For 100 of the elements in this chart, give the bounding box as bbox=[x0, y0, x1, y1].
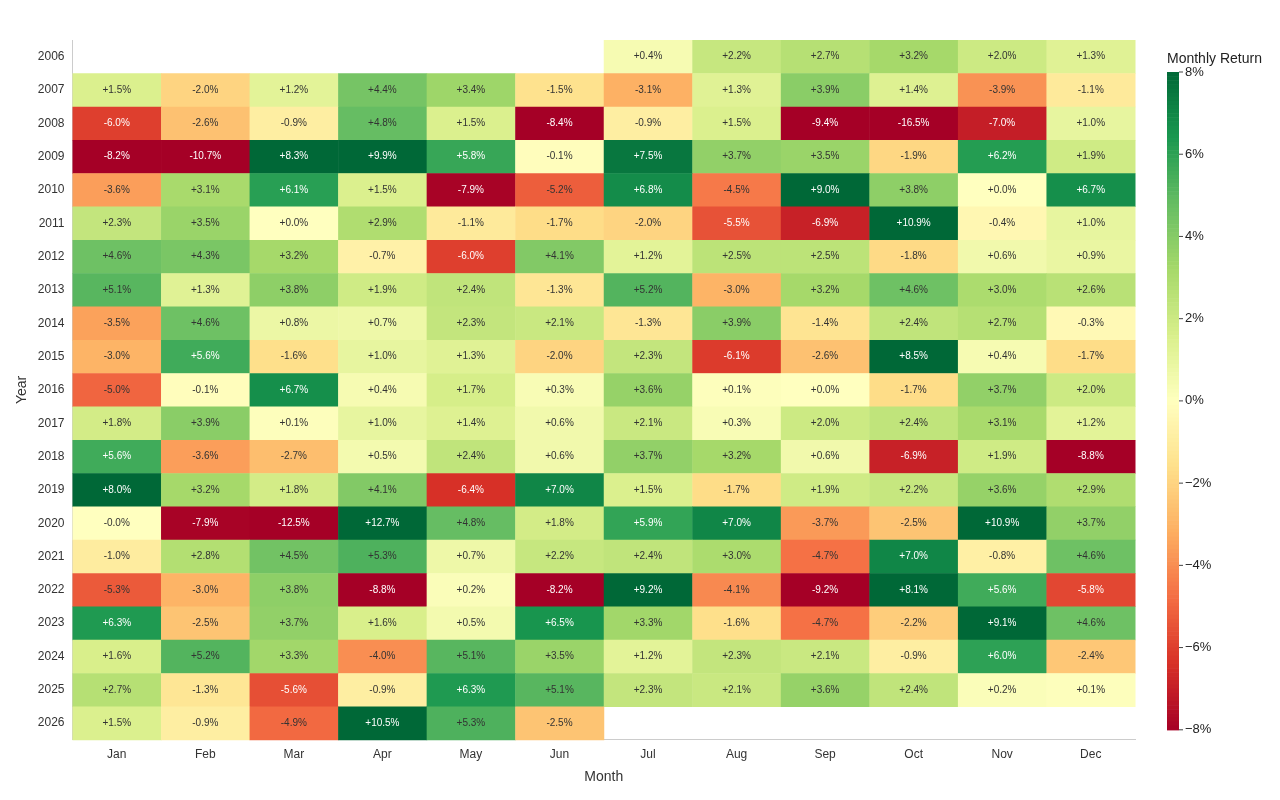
data-label: +3.6% bbox=[633, 383, 663, 395]
data-label: +0.3% bbox=[545, 383, 574, 395]
data-label: +5.1% bbox=[545, 683, 574, 695]
data-label: +1.3% bbox=[190, 283, 220, 295]
data-label: +0.1% bbox=[722, 383, 751, 395]
data-label: -0.9% bbox=[369, 683, 396, 695]
data-label: +3.2% bbox=[279, 250, 309, 262]
data-label: +4.6% bbox=[1076, 616, 1106, 628]
data-label: +3.2% bbox=[190, 483, 220, 495]
data-label: +0.0% bbox=[987, 183, 1017, 195]
data-label: +1.2% bbox=[279, 83, 309, 95]
data-label: +0.9% bbox=[1076, 250, 1106, 262]
color-bar-label: −4% bbox=[1185, 556, 1212, 572]
data-label: +1.0% bbox=[1076, 217, 1106, 229]
data-label: +3.6% bbox=[987, 483, 1017, 495]
data-label: -5.2% bbox=[546, 183, 573, 195]
data-label: +3.9% bbox=[810, 83, 840, 95]
data-label: +1.6% bbox=[102, 650, 132, 662]
data-label: +1.3% bbox=[1076, 50, 1106, 62]
data-label: -7.9% bbox=[457, 183, 485, 195]
data-label: -1.9% bbox=[900, 150, 927, 162]
data-label: +2.3% bbox=[633, 683, 663, 695]
data-label: -2.7% bbox=[280, 450, 308, 462]
data-label: +3.2% bbox=[810, 283, 840, 295]
data-label: +1.4% bbox=[456, 416, 486, 428]
data-label: -2.6% bbox=[192, 117, 219, 129]
data-label: +0.2% bbox=[987, 683, 1017, 695]
data-label: +5.3% bbox=[368, 550, 397, 562]
data-label: +3.8% bbox=[899, 183, 929, 195]
data-label: +5.9% bbox=[633, 516, 663, 528]
data-label: -5.8% bbox=[1077, 583, 1104, 595]
data-label: +1.2% bbox=[633, 650, 663, 662]
data-label: +5.6% bbox=[190, 350, 220, 362]
data-label: -3.0% bbox=[192, 583, 219, 595]
data-label: +10.9% bbox=[896, 217, 931, 229]
data-label: -2.0% bbox=[634, 217, 662, 229]
data-label: +1.5% bbox=[102, 716, 132, 728]
x-tick-label: Sep bbox=[814, 747, 837, 762]
data-label: +3.7% bbox=[279, 616, 309, 628]
data-label: +2.3% bbox=[102, 217, 132, 229]
data-label: -2.6% bbox=[812, 350, 839, 362]
data-label: +0.4% bbox=[633, 50, 663, 62]
data-label: -8.2% bbox=[103, 150, 130, 162]
data-label: +6.0% bbox=[987, 650, 1017, 662]
data-label: +0.6% bbox=[545, 416, 574, 428]
data-label: +3.1% bbox=[987, 416, 1017, 428]
data-label: +0.7% bbox=[456, 550, 486, 562]
data-label: +3.7% bbox=[633, 450, 663, 462]
data-label: +8.3% bbox=[279, 150, 309, 162]
data-label: +3.8% bbox=[279, 583, 309, 595]
data-label: +9.9% bbox=[368, 150, 397, 162]
data-label: +2.3% bbox=[633, 350, 663, 362]
data-label: +4.8% bbox=[456, 516, 486, 528]
y-tick-label: 2016 bbox=[37, 382, 65, 397]
data-label: -3.0% bbox=[103, 350, 130, 362]
data-label: +5.2% bbox=[633, 283, 663, 295]
y-tick-label: 2025 bbox=[37, 682, 65, 697]
data-label: +4.4% bbox=[368, 83, 397, 95]
data-label: +6.3% bbox=[102, 616, 132, 628]
data-label: +1.9% bbox=[810, 483, 840, 495]
data-label: +2.7% bbox=[810, 50, 840, 62]
data-label: +9.0% bbox=[810, 183, 840, 195]
data-label: +1.0% bbox=[368, 350, 397, 362]
data-label: +2.1% bbox=[545, 317, 574, 328]
data-label: -2.0% bbox=[546, 350, 573, 362]
x-tick-label: Mar bbox=[283, 747, 305, 762]
data-label: +2.9% bbox=[1076, 483, 1106, 495]
data-label: -2.0% bbox=[192, 83, 219, 95]
data-label: +3.9% bbox=[190, 416, 220, 428]
data-label: +2.5% bbox=[810, 250, 840, 262]
data-label: +3.1% bbox=[190, 183, 220, 195]
data-label: +1.5% bbox=[368, 183, 397, 195]
data-label: +2.3% bbox=[722, 650, 751, 662]
data-label: +1.4% bbox=[899, 83, 929, 95]
data-label: -3.9% bbox=[989, 83, 1016, 95]
data-label: -6.0% bbox=[103, 117, 130, 129]
color-bar-title: Monthly Return bbox=[1167, 49, 1262, 66]
data-label: +2.2% bbox=[722, 50, 751, 62]
data-label: +2.0% bbox=[810, 416, 840, 428]
data-label: +1.0% bbox=[368, 416, 397, 428]
data-label: +0.6% bbox=[810, 450, 840, 462]
data-label: +2.4% bbox=[456, 283, 486, 295]
data-label: -1.6% bbox=[723, 616, 750, 628]
data-label: +5.8% bbox=[456, 150, 486, 162]
data-label: -4.1% bbox=[723, 583, 750, 595]
data-label: -1.1% bbox=[457, 217, 485, 229]
data-label: +1.3% bbox=[456, 350, 486, 362]
x-tick-label: May bbox=[459, 747, 483, 762]
data-label: +3.2% bbox=[899, 50, 929, 62]
data-label: +12.7% bbox=[365, 516, 400, 528]
data-label: -9.2% bbox=[812, 583, 839, 595]
y-tick-label: 2011 bbox=[38, 215, 65, 230]
x-tick-label: Apr bbox=[373, 747, 392, 762]
data-label: +2.7% bbox=[102, 683, 132, 695]
data-label: +1.9% bbox=[987, 450, 1017, 462]
data-label: +4.6% bbox=[1076, 550, 1106, 562]
data-label: +2.7% bbox=[987, 317, 1017, 328]
data-label: -5.5% bbox=[723, 217, 750, 229]
data-label: +3.6% bbox=[810, 683, 840, 695]
data-label: +1.8% bbox=[279, 483, 309, 495]
